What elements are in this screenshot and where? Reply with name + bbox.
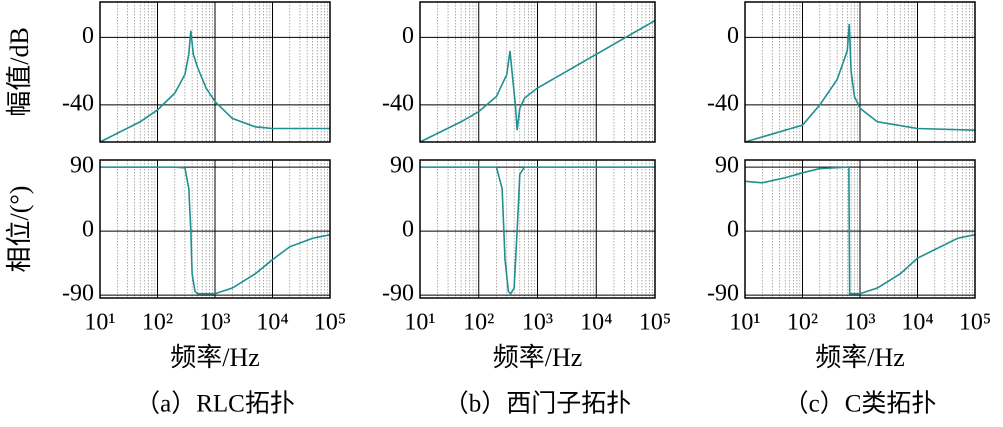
x-tick-label: 10⁵ [639, 310, 671, 336]
x-tick-label: 10¹ [729, 310, 760, 336]
plot-frame [99, 1, 331, 143]
y-tick-label: -40 [707, 90, 739, 116]
y-tick-label: 90 [70, 153, 94, 179]
x-tick-label: 10⁴ [901, 310, 933, 336]
x-tick-label: 10⁵ [959, 310, 991, 336]
curve [744, 23, 976, 143]
x-tick-label: 10³ [522, 310, 553, 336]
magnitude-plot [99, 1, 331, 143]
y-tick-label: 0 [82, 217, 94, 243]
x-tick-label: 10³ [199, 310, 230, 336]
y-tick-label: 0 [402, 217, 414, 243]
y-tick-label: 0 [727, 23, 739, 49]
x-tick-label: 10⁵ [314, 310, 346, 336]
panel-caption: （a）RLC拓扑 [135, 390, 295, 418]
magnitude-plot [744, 1, 976, 143]
curve [744, 166, 976, 295]
phase-plot [99, 159, 331, 299]
panel-caption: （b）西门子拓扑 [444, 390, 632, 418]
y-tick-label: 90 [390, 153, 414, 179]
x-tick-label: 10² [142, 310, 173, 336]
x-tick-label: 10² [463, 310, 494, 336]
y-tick-label: 90 [715, 153, 739, 179]
plot-frame [419, 1, 656, 143]
y-tick-label: -40 [382, 90, 414, 116]
plot-frame [744, 159, 976, 299]
phase-plot [419, 159, 656, 299]
y-tick-label: 0 [402, 23, 414, 49]
x-tick-label: 10¹ [84, 310, 115, 336]
x-axis-label: 频率/Hz [493, 343, 583, 372]
y-tick-label: -90 [382, 281, 414, 307]
plot-frame [419, 159, 656, 299]
y-tick-label: 0 [727, 217, 739, 243]
magnitude-plot [419, 1, 656, 143]
curve [419, 19, 656, 143]
y-tick-label: 0 [82, 23, 94, 49]
x-tick-label: 10⁴ [580, 310, 612, 336]
x-tick-label: 10³ [844, 310, 875, 336]
x-tick-label: 10⁴ [256, 310, 288, 336]
y-axis-label: 相位/(°) [5, 186, 34, 273]
x-axis-label: 频率/Hz [170, 343, 260, 372]
x-tick-label: 10² [787, 310, 818, 336]
x-tick-label: 10¹ [404, 310, 435, 336]
panel-caption: （c）C类拓扑 [784, 390, 937, 418]
curve [420, 166, 655, 295]
plot-frame [99, 159, 331, 299]
y-axis-label: 幅值/dB [5, 27, 34, 117]
x-axis-label: 频率/Hz [815, 343, 905, 372]
phase-plot [744, 159, 976, 299]
curve [100, 166, 331, 295]
y-tick-label: -90 [62, 281, 94, 307]
plot-frame [744, 1, 976, 143]
y-tick-label: -40 [62, 90, 94, 116]
curve [99, 30, 330, 143]
y-tick-label: -90 [707, 281, 739, 307]
